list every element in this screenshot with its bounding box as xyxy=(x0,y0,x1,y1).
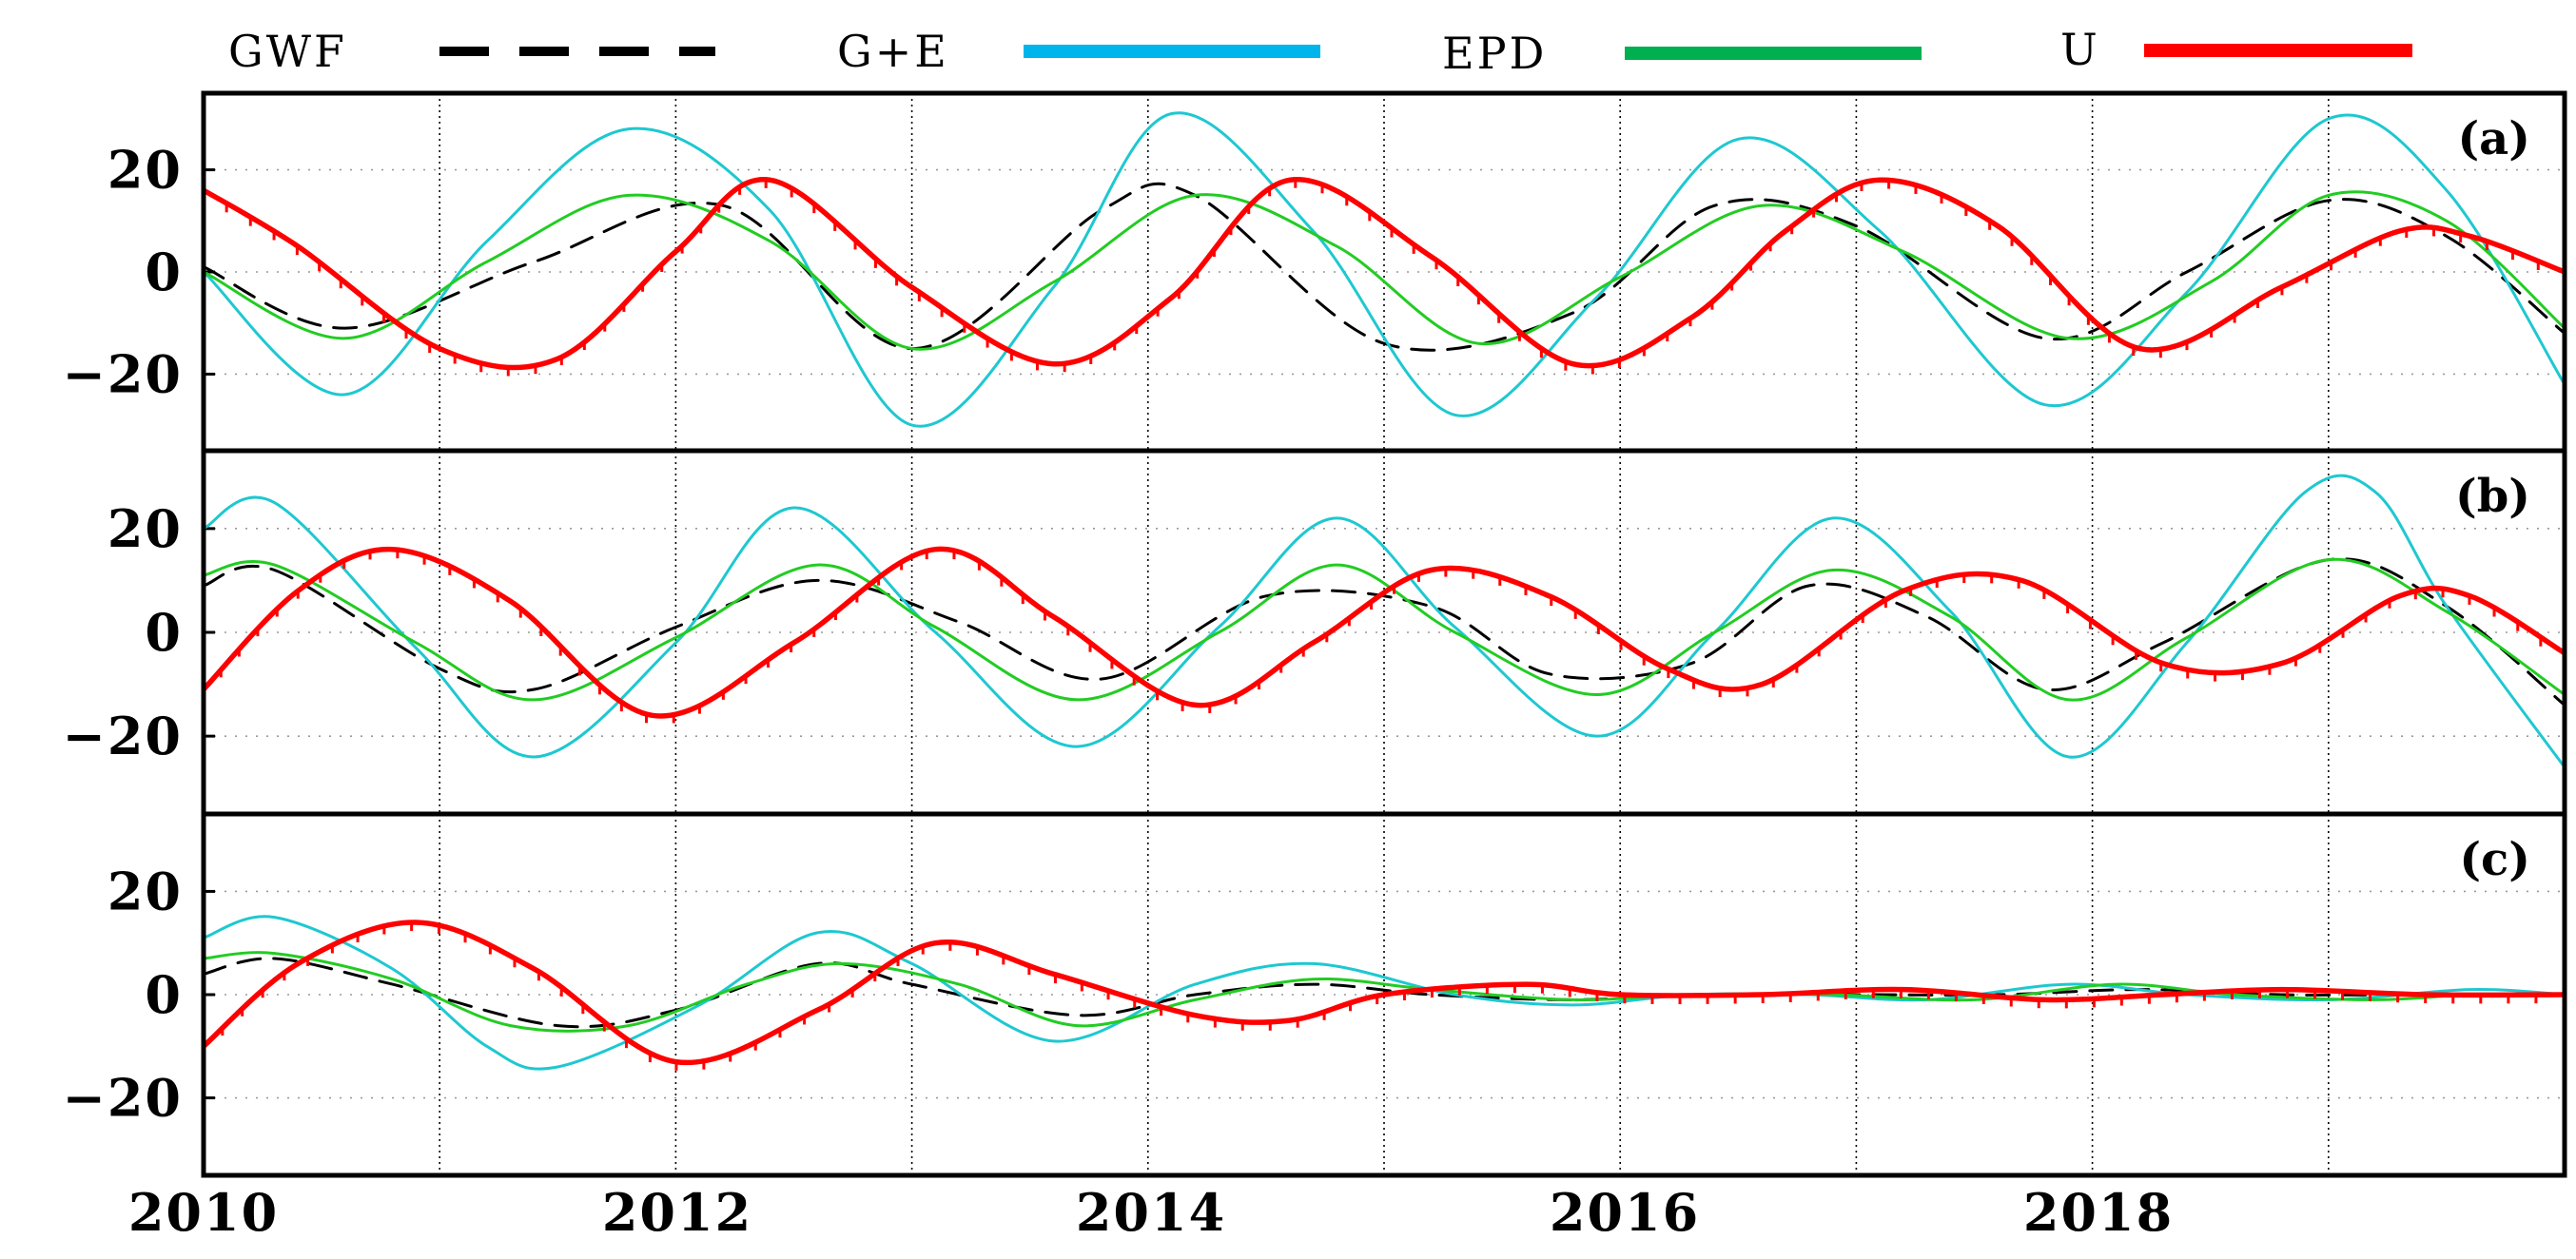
panels: 20 0 −20 (a) 20 0 −20 (b) 20 0 −20 (c) xyxy=(63,90,2567,1178)
legend-label-u: U xyxy=(2060,24,2100,75)
x-tick-label-2010: 2010 xyxy=(128,1182,279,1243)
y-tick-label: −20 xyxy=(63,706,183,766)
panel-frame xyxy=(201,811,2567,1178)
panel-label: (c) xyxy=(2459,833,2530,886)
legend-label-epd: EPD xyxy=(1442,28,1547,79)
y-tick-label: 20 xyxy=(107,861,183,921)
y-tick-label: −20 xyxy=(63,1068,183,1129)
y-tick-label: −20 xyxy=(63,343,183,404)
x-tick-label-2014: 2014 xyxy=(1076,1182,1226,1243)
panel-series xyxy=(204,915,2565,1071)
y-tick-label: 0 xyxy=(145,964,183,1025)
x-tick-label-2018: 2018 xyxy=(2023,1182,2174,1243)
panel-label: (b) xyxy=(2455,470,2530,523)
panel-2: 20 0 −20 (c) xyxy=(63,811,2567,1178)
legend: GWF G+E EPD U xyxy=(228,24,2412,79)
panel-series xyxy=(204,111,2565,428)
legend-label-ge: G+E xyxy=(837,26,949,77)
legend-label-gwf: GWF xyxy=(228,26,347,77)
y-tick-label: 0 xyxy=(145,242,183,302)
y-tick-label: 20 xyxy=(107,498,183,559)
x-axis-ticks: 2010 2012 2014 2016 2018 xyxy=(128,1182,2174,1243)
series-line-epd xyxy=(204,951,2565,1033)
panel-series xyxy=(204,474,2565,769)
series-line-u xyxy=(204,920,2565,1066)
series-line-u xyxy=(204,546,2565,719)
y-tick-label: 20 xyxy=(107,140,183,201)
x-tick-label-2016: 2016 xyxy=(1550,1182,1700,1243)
series-line-g-e xyxy=(204,111,2565,428)
series-line-g-e xyxy=(204,915,2565,1071)
series-line-gwf xyxy=(204,182,2565,352)
series-line-epd xyxy=(204,557,2565,702)
panel-0: 20 0 −20 (a) xyxy=(63,90,2567,454)
x-tick-label-2012: 2012 xyxy=(602,1182,752,1243)
panel-label: (a) xyxy=(2457,112,2530,165)
y-tick-label: 0 xyxy=(145,602,183,663)
series-line-epd xyxy=(204,190,2565,351)
series-line-g-e xyxy=(204,474,2565,769)
series-line-gwf xyxy=(204,557,2565,707)
panel-1: 20 0 −20 (b) xyxy=(63,448,2567,817)
